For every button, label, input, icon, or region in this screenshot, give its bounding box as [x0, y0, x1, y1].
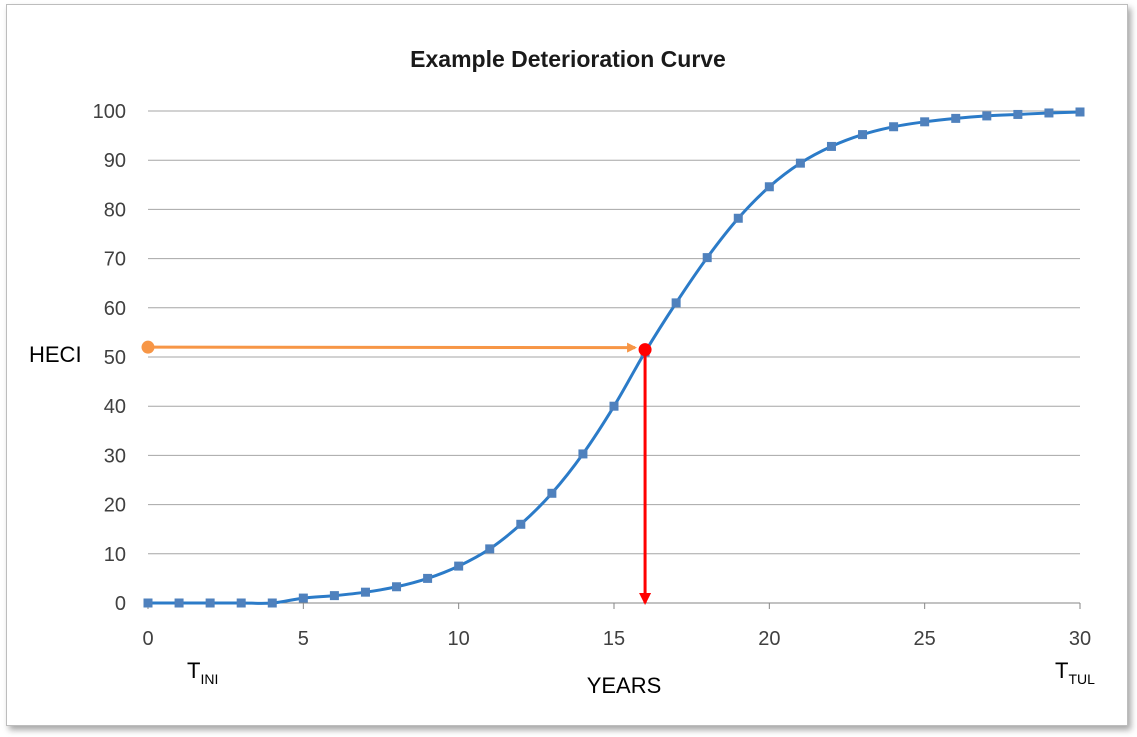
data-point — [1013, 109, 1023, 119]
data-point — [702, 253, 712, 263]
y-tick-label: 60 — [104, 298, 126, 320]
heci-start-point — [141, 340, 155, 354]
data-point — [1075, 107, 1085, 117]
chart-title: Example Deterioration Curve — [410, 46, 726, 72]
data-point — [578, 449, 588, 459]
data-point — [764, 182, 774, 192]
data-point — [174, 598, 184, 608]
data-point — [360, 587, 370, 597]
series-line — [148, 110, 1081, 605]
data-point — [889, 122, 899, 132]
x-tick-label: 5 — [298, 628, 309, 650]
data-point — [858, 130, 868, 140]
data-point — [298, 593, 308, 603]
data-point — [516, 519, 526, 529]
x-axis-ticks: 0 5 10 15 20 25 30 — [142, 603, 1091, 650]
data-markers — [143, 107, 1085, 608]
y-tick-label: 20 — [104, 495, 126, 517]
data-point — [329, 591, 339, 601]
data-point — [671, 298, 681, 308]
data-point — [236, 598, 246, 608]
x-tick-label: 10 — [448, 628, 470, 650]
data-point — [609, 401, 619, 411]
y-axis-ticks: 0 10 20 30 40 50 60 70 80 90 100 — [93, 101, 126, 615]
t-tul-sub: TUL — [1068, 671, 1095, 687]
gridlines — [148, 110, 1080, 555]
x-tick-label: 30 — [1069, 628, 1091, 650]
data-point — [826, 141, 836, 151]
x-axis-label: YEARS — [587, 673, 662, 698]
x-tick-label: 0 — [142, 628, 153, 650]
data-point — [205, 598, 215, 608]
x-tick-label: 15 — [603, 628, 625, 650]
data-point — [454, 561, 464, 571]
data-point — [733, 213, 743, 223]
data-point — [920, 117, 930, 127]
y-tick-label: 100 — [93, 101, 126, 123]
data-point — [795, 158, 805, 168]
data-point — [423, 573, 433, 583]
data-point — [1044, 108, 1054, 118]
deterioration-chart: Example Deterioration Curve 010203040506… — [29, 46, 1095, 698]
data-point — [485, 544, 495, 554]
t-tul-label: TTUL — [1055, 658, 1095, 687]
t-ini-label: TINI — [187, 658, 218, 687]
t-ini-main: T — [187, 658, 200, 683]
data-point — [547, 488, 557, 498]
x-tick-label: 25 — [914, 628, 936, 650]
y-axis-label: HECI — [29, 342, 82, 367]
data-point — [143, 598, 153, 608]
data-point — [951, 113, 961, 123]
y-tick-label: 30 — [104, 445, 126, 467]
t-tul-main: T — [1055, 658, 1068, 683]
y-tick-label: 0 — [115, 593, 126, 615]
data-point — [392, 582, 402, 592]
y-tick-label: 40 — [104, 396, 126, 418]
y-tick-label: 90 — [104, 150, 126, 172]
y-tick-label: 10 — [104, 544, 126, 566]
chart-frame: Example Deterioration Curve 0 10 20 30 40 50 6… — [6, 4, 1128, 726]
t-ini-sub: INI — [200, 671, 218, 687]
y-tick-label: 70 — [104, 249, 126, 271]
data-point — [267, 598, 277, 608]
y-tick-label: 50 — [104, 347, 126, 369]
y-tick-label: 80 — [104, 199, 126, 221]
data-point — [982, 111, 992, 121]
x-tick-label: 20 — [758, 628, 780, 650]
heci-curve-point — [638, 343, 652, 357]
